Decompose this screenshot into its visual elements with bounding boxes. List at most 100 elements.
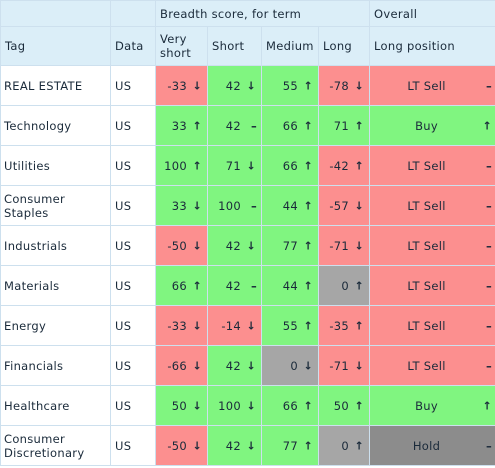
very-short-score-value: 33 — [171, 118, 187, 133]
medium-score-value: 66 — [282, 398, 298, 413]
arrow-up-icon: ↑ — [303, 239, 313, 252]
very-short-score-cell: 50 ↓ — [155, 385, 208, 426]
arrow-up-icon: ↑ — [303, 279, 313, 292]
table-row[interactable]: Financials US -66 ↓ 42 ↓ 0 ↓ -71 ↓ LT Sell – — [0, 345, 495, 386]
very-short-score-cell: -50 ↓ — [155, 225, 208, 266]
arrow-up-icon: ↑ — [192, 159, 202, 172]
long-position-value: LT Sell — [407, 278, 446, 293]
short-score-cell: 100– — [207, 185, 262, 226]
medium-score-cell: 77 ↑ — [261, 225, 319, 266]
table-row[interactable]: Utilities US 100 ↑ 71 ↓ 66 ↑ -42 ↑ LT Sell – — [0, 145, 495, 186]
long-score-cell: 50 ↑ — [317, 385, 371, 426]
dash-icon: – — [485, 358, 493, 373]
tag-cell: Energy — [0, 305, 111, 346]
very-short-score-value: -66 — [167, 358, 187, 373]
dash-icon: – — [250, 118, 257, 133]
data-cell: US — [110, 425, 156, 466]
long-position-value: LT Sell — [407, 318, 446, 333]
long-score-cell: -71 ↓ — [317, 345, 371, 386]
arrow-down-icon: ↓ — [192, 359, 202, 372]
dash-icon: – — [485, 78, 493, 93]
medium-score-cell: 55 ↑ — [261, 65, 319, 106]
medium-score-cell: 66 ↑ — [261, 105, 319, 146]
arrow-down-icon: ↓ — [192, 79, 202, 92]
column-header-very-short[interactable]: Very short — [155, 26, 208, 66]
table-row[interactable]: REAL ESTATE US -33 ↓ 42 ↓ 55 ↑ -78 ↓ LT Sell – — [0, 65, 495, 106]
long-position-value: LT Sell — [407, 238, 446, 253]
long-position-cell: Buy ↑ — [369, 105, 495, 146]
overall-header: Overall — [369, 0, 495, 27]
arrow-up-icon: ↑ — [303, 319, 313, 332]
column-header-data[interactable]: Data — [110, 26, 156, 66]
long-position-cell: LT Sell – — [369, 185, 495, 226]
long-score-value: -78 — [329, 78, 350, 93]
arrow-up-icon: ↑ — [303, 159, 313, 172]
tag-cell: Consumer Staples — [0, 185, 111, 226]
data-cell: US — [110, 385, 156, 426]
long-position-cell: LT Sell – — [369, 305, 495, 346]
medium-score-cell: 44 ↑ — [261, 185, 319, 226]
table-row[interactable]: Materials US 66 ↑ 42–44 ↑ 0 ↑ LT Sell – — [0, 265, 495, 306]
short-score-cell: 100 ↓ — [207, 385, 262, 426]
medium-score-value: 44 — [282, 278, 298, 293]
column-header-short[interactable]: Short — [207, 26, 262, 66]
dash-icon: – — [485, 318, 493, 333]
medium-score-cell: 66 ↑ — [261, 385, 319, 426]
short-score-value: 42 — [225, 358, 241, 373]
tag-cell: Materials — [0, 265, 111, 306]
arrow-up-icon: ↑ — [354, 119, 365, 132]
tag-cell: Financials — [0, 345, 111, 386]
column-header-long[interactable]: Long — [317, 26, 371, 66]
table-row[interactable]: Industrials US -50 ↓ 42 ↓ 77 ↑ -71 ↓ LT Sell – — [0, 225, 495, 266]
short-score-cell: 42– — [207, 265, 262, 306]
arrow-up-icon: ↑ — [354, 439, 365, 452]
short-score-cell: 42 ↓ — [207, 65, 262, 106]
table-row[interactable]: Healthcare US 50 ↓ 100 ↓ 66 ↑ 50 ↑ Buy ↑ — [0, 385, 495, 426]
short-score-value: 42 — [225, 118, 241, 133]
arrow-up-icon: ↑ — [482, 119, 493, 132]
arrow-up-icon: ↑ — [192, 279, 202, 292]
long-position-value: Buy — [415, 118, 438, 133]
long-score-value: -71 — [329, 358, 350, 373]
column-header-tag[interactable]: Tag — [0, 26, 111, 66]
arrow-down-icon: ↓ — [246, 159, 256, 172]
arrow-up-icon: ↑ — [354, 159, 365, 172]
long-score-cell: -35 ↑ — [317, 305, 371, 346]
medium-score-cell: 66 ↑ — [261, 145, 319, 186]
long-score-value: 71 — [333, 118, 350, 133]
arrow-up-icon: ↑ — [303, 399, 313, 412]
short-score-value: 71 — [225, 158, 241, 173]
arrow-up-icon: ↑ — [354, 399, 365, 412]
table-row[interactable]: Consumer Discretionary US -50 ↓ 42 ↓ 77 ↑ 0 ↑ Hold… — [0, 425, 495, 466]
data-cell: US — [110, 225, 156, 266]
short-score-cell: 71 ↓ — [207, 145, 262, 186]
arrow-down-icon: ↓ — [246, 399, 256, 412]
very-short-score-value: 100 — [164, 158, 187, 173]
short-score-value: 100 — [218, 198, 241, 213]
medium-score-cell: 0 ↓ — [261, 345, 319, 386]
table-row[interactable]: Technology US 33 ↑ 42– 66 ↑ 71 ↑ Buy ↑ — [0, 105, 495, 146]
arrow-down-icon: ↓ — [303, 359, 313, 372]
arrow-up-icon: ↑ — [303, 119, 313, 132]
long-position-value: LT Sell — [407, 198, 446, 213]
dash-icon: – — [485, 238, 493, 253]
very-short-score-value: -50 — [167, 438, 187, 453]
column-header-long-position[interactable]: Long position — [369, 26, 495, 66]
long-score-cell: -57 ↓ — [317, 185, 371, 226]
arrow-down-icon: ↓ — [192, 239, 202, 252]
data-cell: US — [110, 105, 156, 146]
table-row[interactable]: Energy US -33 ↓ -14 ↓ 55 ↑ -35 ↑ LT Sell – — [0, 305, 495, 346]
arrow-up-icon: ↑ — [354, 319, 365, 332]
arrow-down-icon: ↓ — [192, 399, 202, 412]
column-header-medium[interactable]: Medium — [261, 26, 319, 66]
medium-score-value: 0 — [290, 358, 298, 373]
very-short-score-cell: 33 ↓ — [155, 185, 208, 226]
table-row[interactable]: Consumer Staples US 33 ↓ 100–44 ↑ -57 ↓ LT Sell – — [0, 185, 495, 226]
long-score-cell: -71 ↓ — [317, 225, 371, 266]
tag-cell: REAL ESTATE — [0, 65, 111, 106]
arrow-down-icon: ↓ — [354, 199, 365, 212]
short-score-cell: 42 ↓ — [207, 425, 262, 466]
short-score-value: 100 — [218, 398, 241, 413]
very-short-score-cell: 66 ↑ — [155, 265, 208, 306]
tag-cell: Technology — [0, 105, 111, 146]
